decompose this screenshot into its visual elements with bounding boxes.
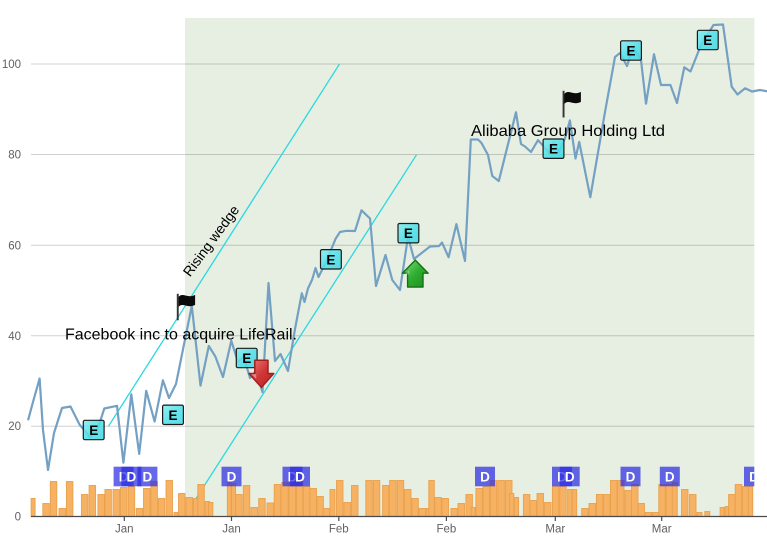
svg-text:Jan: Jan [222, 524, 241, 536]
svg-text:D: D [626, 469, 636, 484]
svg-text:D: D [295, 469, 305, 484]
svg-text:E: E [89, 423, 98, 438]
svg-text:E: E [168, 408, 177, 423]
svg-text:D: D [749, 469, 759, 484]
svg-text:Alibaba Group Holding Ltd: Alibaba Group Holding Ltd [471, 123, 665, 140]
svg-text:D: D [665, 469, 675, 484]
svg-text:E: E [626, 44, 635, 59]
svg-text:60: 60 [8, 240, 21, 252]
svg-text:Mar: Mar [652, 524, 672, 536]
svg-text:20: 20 [8, 421, 21, 433]
svg-text:E: E [404, 226, 413, 241]
svg-text:D: D [565, 469, 575, 484]
svg-text:E: E [549, 142, 558, 157]
svg-text:Feb: Feb [329, 524, 349, 536]
svg-text:Jan: Jan [115, 524, 134, 536]
svg-text:D: D [143, 469, 153, 484]
svg-text:0: 0 [15, 512, 21, 524]
svg-text:Mar: Mar [545, 524, 565, 536]
svg-text:D: D [227, 469, 237, 484]
svg-text:40: 40 [8, 331, 21, 343]
svg-text:D: D [127, 469, 137, 484]
svg-text:E: E [703, 33, 712, 48]
svg-text:Facebook inc to acquire LifeRa: Facebook inc to acquire LifeRail. [65, 327, 297, 344]
svg-text:D: D [480, 469, 490, 484]
svg-text:100: 100 [2, 59, 21, 71]
svg-text:E: E [326, 252, 335, 267]
svg-text:E: E [242, 351, 251, 366]
svg-text:80: 80 [8, 150, 21, 162]
svg-text:Feb: Feb [436, 524, 456, 536]
